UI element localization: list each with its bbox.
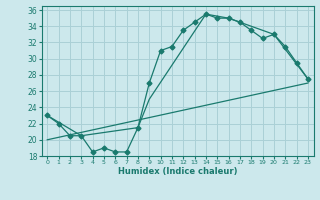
X-axis label: Humidex (Indice chaleur): Humidex (Indice chaleur) bbox=[118, 167, 237, 176]
